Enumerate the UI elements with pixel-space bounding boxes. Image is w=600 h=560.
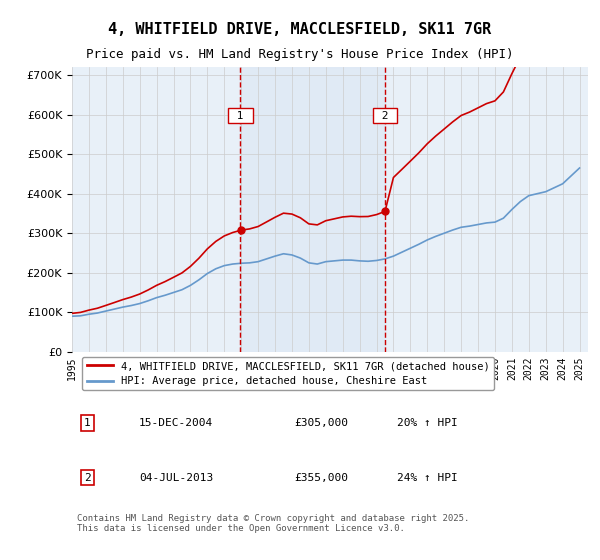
Text: 2: 2	[375, 110, 395, 120]
Text: 20% ↑ HPI: 20% ↑ HPI	[397, 418, 458, 428]
Text: £305,000: £305,000	[294, 418, 348, 428]
Bar	[241, 67, 385, 352]
Text: Contains HM Land Registry data © Crown copyright and database right 2025.
This d: Contains HM Land Registry data © Crown c…	[77, 514, 470, 533]
Text: 15-DEC-2004: 15-DEC-2004	[139, 418, 214, 428]
Text: 4, WHITFIELD DRIVE, MACCLESFIELD, SK11 7GR: 4, WHITFIELD DRIVE, MACCLESFIELD, SK11 7…	[109, 22, 491, 38]
Text: 1: 1	[84, 418, 91, 428]
Text: 04-JUL-2013: 04-JUL-2013	[139, 473, 214, 483]
Text: 24% ↑ HPI: 24% ↑ HPI	[397, 473, 458, 483]
Text: £355,000: £355,000	[294, 473, 348, 483]
Text: 1: 1	[230, 110, 250, 120]
Text: Price paid vs. HM Land Registry's House Price Index (HPI): Price paid vs. HM Land Registry's House …	[86, 48, 514, 60]
Legend: 4, WHITFIELD DRIVE, MACCLESFIELD, SK11 7GR (detached house), HPI: Average price,: 4, WHITFIELD DRIVE, MACCLESFIELD, SK11 7…	[82, 357, 494, 390]
Text: 2: 2	[84, 473, 91, 483]
